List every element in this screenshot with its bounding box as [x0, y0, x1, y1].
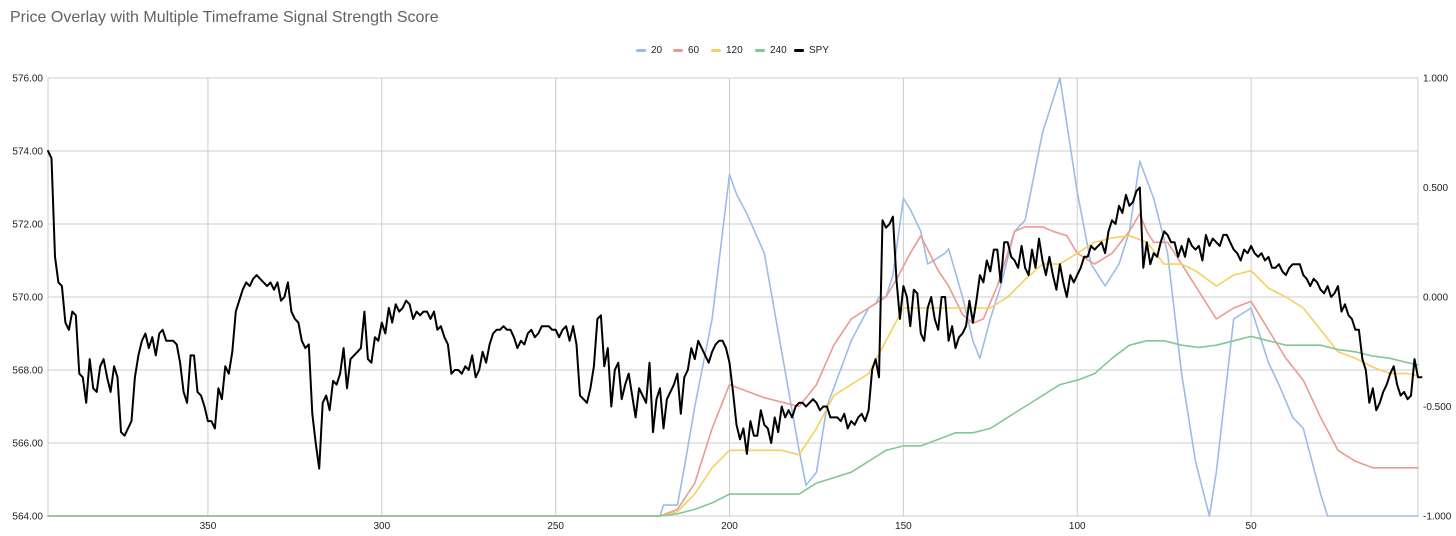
- legend-swatch-240: [755, 48, 765, 52]
- x-tick-label: 200: [721, 521, 738, 532]
- y-left-tick-label: 574.00: [12, 147, 43, 158]
- legend-label-120: 120: [726, 44, 743, 56]
- y-left-tick-label: 576.00: [12, 74, 43, 85]
- x-tick-label: 250: [547, 521, 564, 532]
- y-right-tick-label: -1.000: [1423, 512, 1452, 523]
- y-right-tick-label: -0.500: [1423, 402, 1452, 413]
- legend-label-spy: SPY: [809, 44, 830, 56]
- y-right-tick-label: 1.000: [1423, 74, 1448, 85]
- legend-swatch-120: [711, 48, 721, 52]
- series-line-60: [47, 213, 1419, 517]
- series-line-240: [47, 335, 1419, 517]
- y-right-tick-label: 0.500: [1423, 183, 1448, 194]
- legend-swatch-spy: [794, 48, 804, 52]
- legend-item-20[interactable]: 20: [636, 42, 662, 58]
- legend-item-spy[interactable]: SPY: [794, 42, 829, 58]
- y-right-tick-label: 0.000: [1423, 293, 1448, 304]
- y-left-tick-label: 570.00: [12, 293, 43, 304]
- series-line-spy: [47, 150, 1423, 470]
- legend-label-20: 20: [651, 44, 663, 56]
- x-tick-label: 350: [200, 521, 217, 532]
- series-line-120: [47, 234, 1419, 517]
- legend-item-120[interactable]: 120: [711, 42, 743, 58]
- y-left-tick-label: 572.00: [12, 220, 43, 231]
- x-tick-label: 150: [895, 521, 912, 532]
- chart-legend: 20 60 120 240 SPY: [0, 42, 1456, 58]
- x-tick-label: 50: [1246, 521, 1258, 532]
- legend-label-60: 60: [688, 44, 700, 56]
- legend-swatch-60: [673, 48, 683, 52]
- y-left-tick-label: 568.00: [12, 366, 43, 377]
- legend-label-240: 240: [770, 44, 787, 56]
- x-tick-label: 300: [373, 521, 390, 532]
- legend-item-60[interactable]: 60: [673, 42, 699, 58]
- legend-swatch-20: [636, 48, 646, 52]
- y-left-tick-label: 566.00: [12, 439, 43, 450]
- x-tick-label: 100: [1069, 521, 1086, 532]
- legend-item-240[interactable]: 240: [755, 42, 787, 58]
- series-line-20: [47, 77, 1419, 517]
- y-left-tick-label: 564.00: [12, 512, 43, 523]
- chart-title: Price Overlay with Multiple Timeframe Si…: [10, 9, 439, 26]
